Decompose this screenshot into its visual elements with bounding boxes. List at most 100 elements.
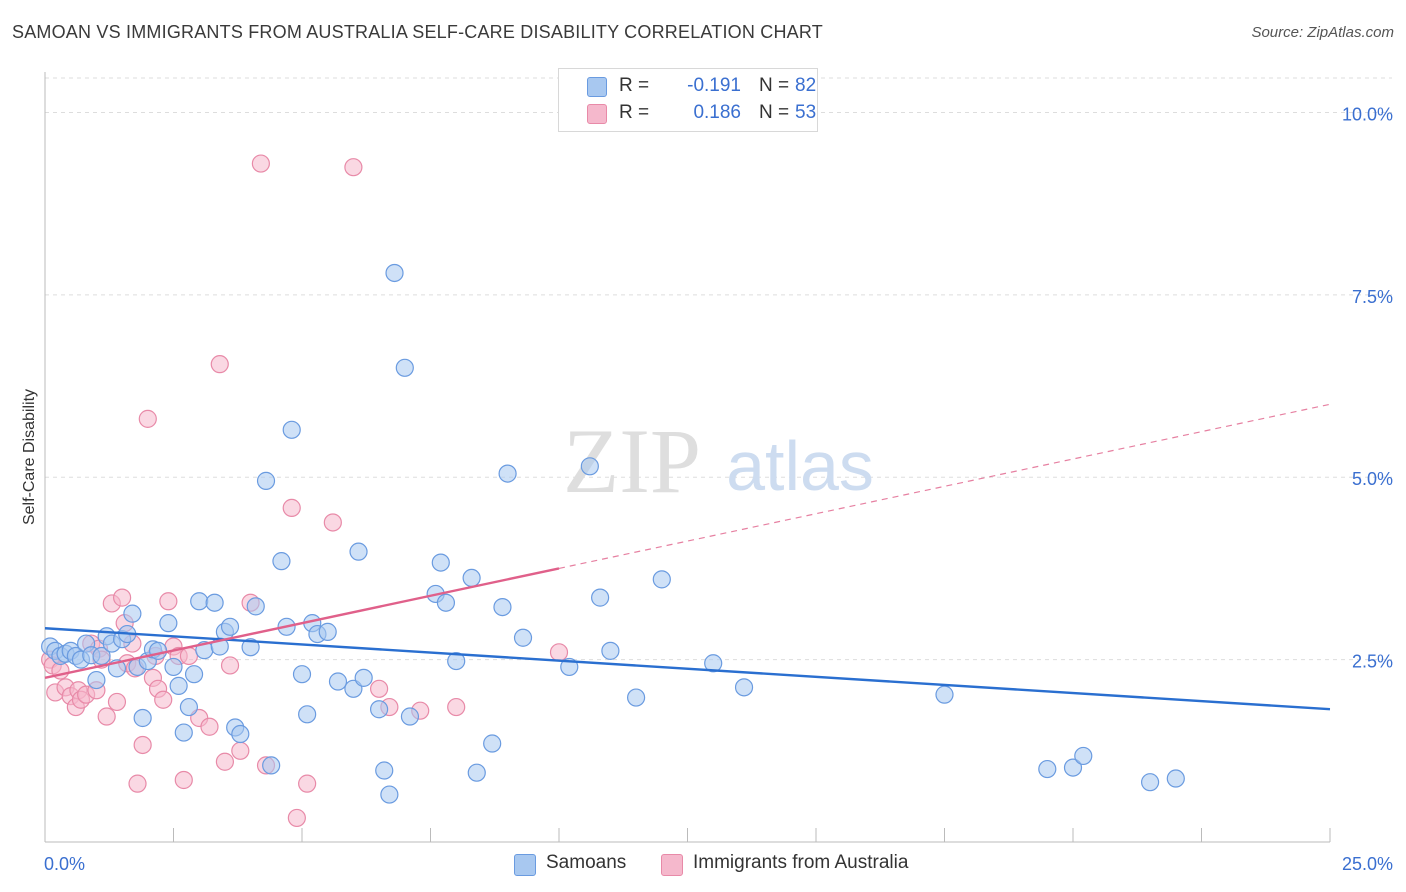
data-point-samoans	[734, 678, 754, 697]
data-point-samoans	[626, 688, 646, 707]
data-point-samoans	[133, 708, 152, 728]
data-point-samoans	[169, 676, 188, 695]
data-point-australia	[179, 646, 199, 666]
data-point-australia	[133, 735, 152, 755]
data-point-samoans	[256, 471, 276, 490]
y-tick-label: 7.5%	[1352, 287, 1393, 307]
bottom-legend-label-australia: Immigrants from Australia	[693, 852, 909, 873]
data-point-samoans	[220, 617, 240, 636]
data-point-samoans	[246, 597, 265, 616]
data-point-samoans	[400, 707, 420, 726]
data-point-samoans	[380, 785, 399, 804]
data-point-samoans	[159, 614, 178, 633]
y-tick-label: 5.0%	[1352, 469, 1393, 489]
data-point-samoans	[580, 457, 599, 476]
data-point-australia	[112, 588, 132, 607]
data-point-australia	[200, 717, 219, 736]
data-point-australia	[210, 355, 229, 374]
points-layer	[41, 154, 1185, 828]
tick-label-layer: 2.5% 5.0% 7.5% 10.0% 0.0% 25.0%	[44, 104, 1393, 874]
y-tick-label: 2.5%	[1352, 652, 1393, 672]
legend-r-label: R =	[619, 75, 650, 96]
data-point-samoans	[462, 568, 481, 588]
data-point-australia	[220, 656, 240, 675]
data-point-samoans	[498, 464, 517, 483]
data-point-samoans	[591, 588, 610, 607]
data-point-samoans	[601, 641, 620, 660]
data-point-samoans	[1074, 746, 1093, 766]
watermark-atlas: atlas	[726, 427, 874, 505]
data-point-samoans	[241, 638, 260, 657]
data-point-samoans	[370, 700, 389, 719]
data-point-australia	[549, 643, 569, 662]
data-point-australia	[370, 679, 389, 698]
grid-layer	[45, 77, 1392, 661]
data-point-samoans	[87, 670, 106, 690]
bottom-legend-swatch-samoans	[514, 854, 536, 876]
correlation-legend: R = -0.191 N = 82 R = 0.186 N = 53	[558, 68, 818, 132]
data-point-australia	[298, 774, 317, 793]
trend-layer	[44, 403, 1331, 711]
data-point-samoans	[375, 761, 394, 780]
legend-swatch-australia	[587, 104, 607, 124]
data-point-samoans	[184, 665, 204, 684]
chart-source: Source: ZipAtlas.com	[1251, 24, 1394, 41]
data-point-samoans	[1038, 759, 1057, 779]
data-point-samoans	[205, 593, 224, 612]
trend-line-australia	[44, 567, 560, 680]
bottom-legend-swatch-australia	[661, 854, 683, 876]
data-point-samoans	[292, 665, 312, 684]
data-point-samoans	[328, 672, 348, 691]
data-point-samoans	[231, 724, 250, 744]
data-point-australia	[159, 592, 178, 611]
data-point-australia	[107, 692, 127, 712]
legend-swatch-samoans	[587, 77, 607, 97]
data-point-samoans	[148, 641, 168, 660]
data-point-samoans	[467, 763, 486, 782]
data-point-samoans	[349, 542, 368, 561]
legend-n-value: 53	[795, 102, 817, 123]
data-point-australia	[323, 513, 342, 532]
data-point-samoans	[704, 654, 723, 673]
data-point-samoans	[513, 628, 533, 647]
data-point-samoans	[385, 263, 404, 283]
data-point-samoans	[483, 734, 502, 753]
axis-layer	[44, 72, 1331, 843]
data-point-samoans	[282, 420, 301, 439]
data-point-australia	[251, 154, 270, 173]
x-tick-label: 0.0%	[44, 854, 85, 874]
data-point-samoans	[174, 723, 193, 742]
data-point-samoans	[1140, 773, 1160, 792]
data-point-australia	[154, 690, 173, 709]
data-point-samoans	[431, 553, 450, 572]
data-point-samoans	[354, 668, 373, 687]
data-point-australia	[447, 697, 466, 717]
legend-r-value: -0.191	[687, 75, 741, 96]
data-point-samoans	[652, 570, 671, 589]
data-point-samoans	[179, 697, 199, 717]
data-point-samoans	[298, 705, 317, 724]
data-point-samoans	[123, 604, 142, 623]
data-point-samoans	[395, 358, 414, 377]
data-point-samoans	[92, 646, 111, 666]
data-point-samoans	[164, 657, 183, 677]
trend-line-samoans	[44, 627, 1331, 711]
data-point-australia	[138, 409, 157, 428]
legend-r-label: R =	[619, 102, 650, 123]
data-point-samoans	[318, 622, 337, 641]
bottom-legend-label-samoans: Samoans	[546, 852, 627, 873]
data-point-australia	[174, 770, 193, 790]
data-point-samoans	[1063, 758, 1083, 777]
data-point-australia	[231, 741, 250, 760]
data-point-samoans	[272, 552, 291, 571]
data-point-australia	[215, 752, 234, 771]
y-tick-label: 10.0%	[1342, 104, 1393, 124]
legend-n-label: N =	[759, 75, 790, 96]
data-point-samoans	[447, 651, 466, 671]
data-point-australia	[344, 158, 363, 177]
legend-r-value: 0.186	[693, 102, 741, 123]
data-point-samoans	[190, 592, 209, 611]
legend-n-value: 82	[795, 75, 817, 96]
data-point-australia	[97, 707, 116, 726]
